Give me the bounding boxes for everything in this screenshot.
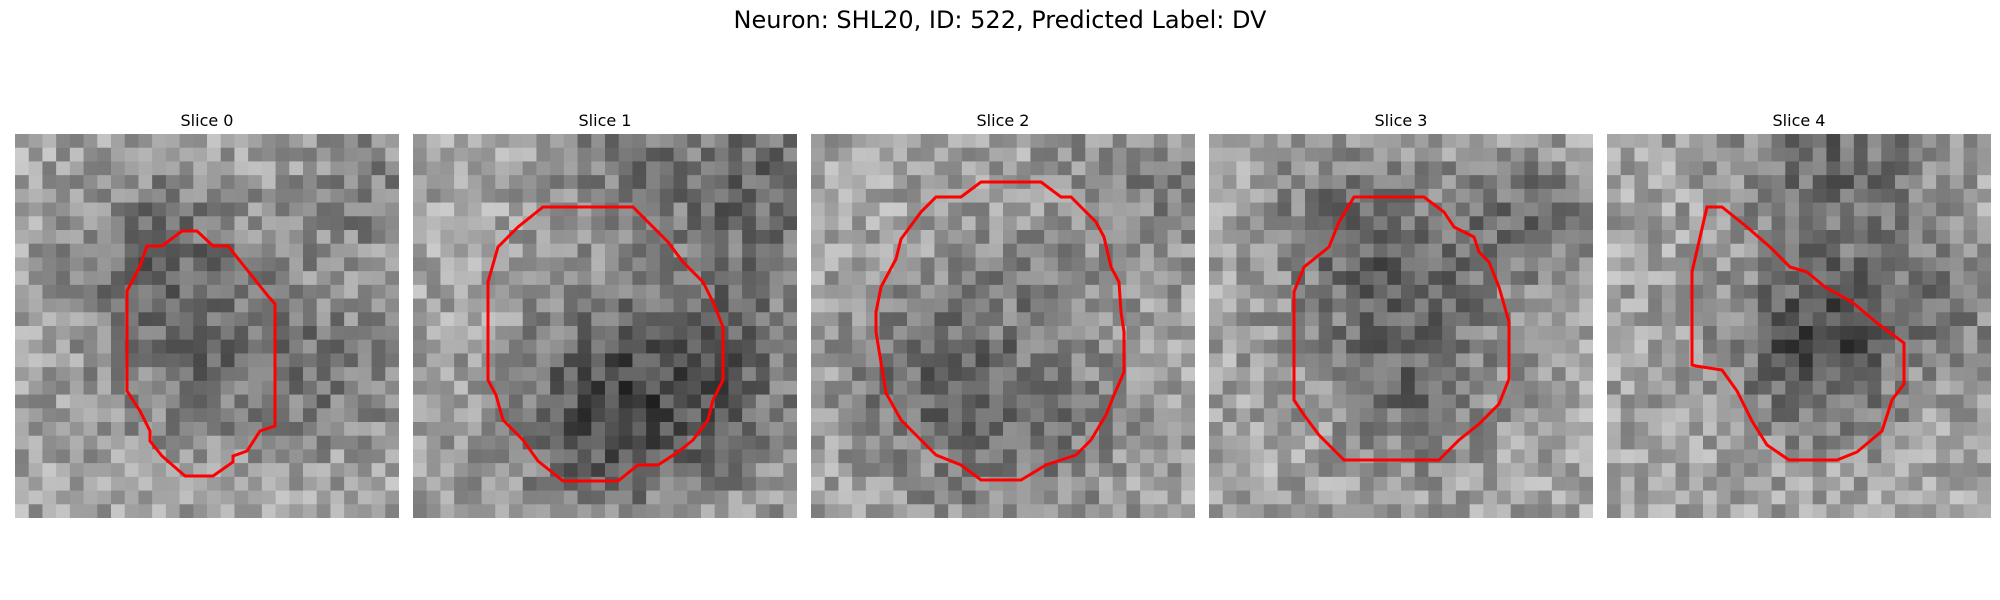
roi-contour [874,180,1126,482]
slice-image [1607,134,1991,518]
slice-panel-2: Slice 2 [811,108,1195,518]
roi-contour [125,229,277,478]
slice-title: Slice 0 [180,111,234,130]
figure-title: Neuron: SHL20, ID: 522, Predicted Label:… [733,6,1267,34]
slice-title: Slice 3 [1374,111,1428,130]
slice-image [1209,134,1593,518]
slice-panel-3: Slice 3 [1209,108,1593,518]
slice-image [413,134,797,518]
slice-title: Slice 1 [578,111,632,130]
roi-contour [486,205,725,483]
slice-title: Slice 4 [1772,111,1826,130]
slice-image [15,134,399,518]
slice-image [811,134,1195,518]
roi-contour [1292,195,1511,462]
slice-title: Slice 2 [976,111,1030,130]
roi-contour [1690,205,1906,462]
slice-panel-0: Slice 0 [15,108,399,518]
slice-panel-1: Slice 1 [413,108,797,518]
slice-panel-4: Slice 4 [1607,108,1991,518]
